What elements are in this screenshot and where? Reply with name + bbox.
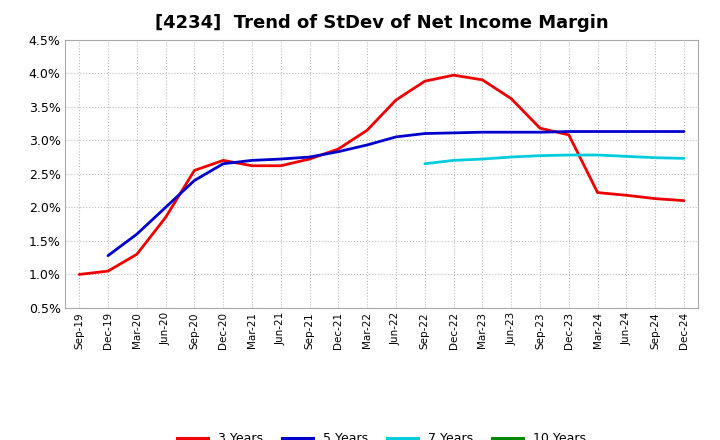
5 Years — [161, 205, 170, 210]
3 Years — [276, 163, 285, 169]
5 Years — [334, 149, 343, 154]
3 Years — [363, 128, 372, 133]
5 Years — [680, 129, 688, 134]
Legend: 3 Years, 5 Years, 7 Years, 10 Years: 3 Years, 5 Years, 7 Years, 10 Years — [172, 427, 591, 440]
3 Years — [104, 268, 112, 274]
5 Years — [449, 130, 458, 136]
3 Years — [449, 73, 458, 78]
3 Years — [651, 196, 660, 201]
5 Years — [190, 178, 199, 183]
5 Years — [132, 231, 141, 237]
5 Years — [276, 156, 285, 161]
7 Years — [651, 155, 660, 160]
3 Years — [132, 252, 141, 257]
Title: [4234]  Trend of StDev of Net Income Margin: [4234] Trend of StDev of Net Income Marg… — [155, 15, 608, 33]
3 Years — [593, 190, 602, 195]
3 Years — [75, 272, 84, 277]
Line: 7 Years: 7 Years — [425, 155, 684, 164]
3 Years — [392, 97, 400, 103]
5 Years — [564, 129, 573, 134]
5 Years — [363, 142, 372, 147]
7 Years — [680, 156, 688, 161]
5 Years — [248, 158, 256, 163]
5 Years — [420, 131, 429, 136]
7 Years — [449, 158, 458, 163]
3 Years — [190, 168, 199, 173]
3 Years — [161, 215, 170, 220]
5 Years — [305, 154, 314, 160]
5 Years — [392, 134, 400, 139]
5 Years — [507, 129, 516, 135]
7 Years — [593, 152, 602, 158]
5 Years — [651, 129, 660, 134]
Line: 3 Years: 3 Years — [79, 75, 684, 275]
5 Years — [219, 161, 228, 166]
3 Years — [622, 193, 631, 198]
3 Years — [219, 158, 228, 163]
7 Years — [564, 152, 573, 158]
3 Years — [305, 156, 314, 161]
7 Years — [536, 153, 544, 158]
Line: 5 Years: 5 Years — [108, 132, 684, 256]
3 Years — [536, 125, 544, 131]
3 Years — [334, 147, 343, 152]
3 Years — [420, 79, 429, 84]
3 Years — [478, 77, 487, 83]
7 Years — [507, 154, 516, 160]
3 Years — [564, 132, 573, 138]
7 Years — [420, 161, 429, 166]
5 Years — [536, 129, 544, 135]
5 Years — [622, 129, 631, 134]
7 Years — [622, 154, 631, 159]
3 Years — [507, 96, 516, 101]
5 Years — [104, 253, 112, 258]
5 Years — [478, 129, 487, 135]
3 Years — [248, 163, 256, 169]
7 Years — [478, 156, 487, 161]
3 Years — [680, 198, 688, 203]
5 Years — [593, 129, 602, 134]
